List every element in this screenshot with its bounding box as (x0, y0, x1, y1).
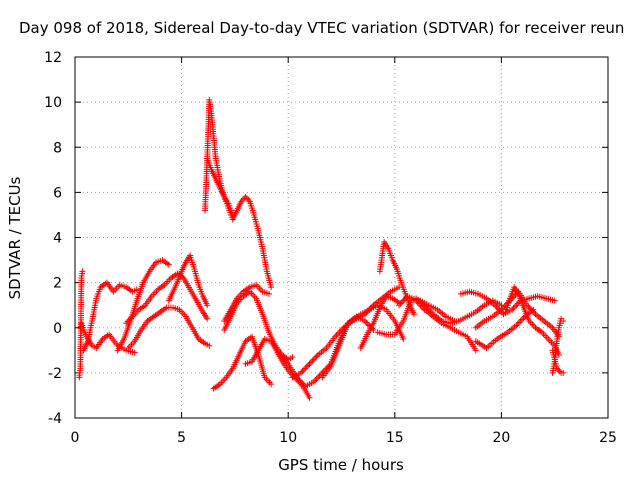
data-point (306, 360, 313, 367)
data-point-fill (303, 363, 310, 370)
data-point-fill (510, 305, 517, 312)
data-point (560, 317, 567, 324)
data-point-fill (511, 303, 518, 310)
data-point (204, 315, 211, 322)
data-point-fill (516, 319, 523, 326)
data-point-fill (493, 303, 500, 310)
data-point (306, 394, 313, 401)
data-point-fill (398, 299, 405, 306)
x-tick-label: 0 (71, 430, 80, 446)
data-point-fill (317, 371, 324, 378)
y-tick-label: -2 (48, 366, 62, 382)
data-point (551, 297, 558, 304)
data-point-fill (310, 356, 317, 363)
data-point-fill (243, 195, 250, 202)
data-point-fill (312, 377, 319, 384)
data-point-fill (363, 319, 370, 326)
y-tick-label: 10 (44, 95, 62, 111)
data-point (560, 369, 567, 376)
data-point-fill (313, 353, 320, 360)
y-tick-labels: -4 -2 0 2 4 6 8 10 12 (44, 50, 62, 427)
data-point-fill (300, 366, 307, 373)
data-point (370, 327, 377, 334)
data-points (76, 96, 567, 401)
data-point (400, 336, 407, 343)
data-point-fill (305, 362, 312, 369)
x-tick-label: 20 (492, 430, 510, 446)
y-tick-label: 6 (53, 185, 62, 201)
data-point (268, 381, 275, 388)
data-point-fill (312, 354, 319, 361)
data-point (289, 354, 296, 361)
x-tick-label: 5 (177, 430, 186, 446)
data-point (530, 306, 537, 313)
data-point-fill (517, 317, 524, 324)
data-point (131, 349, 138, 356)
x-tick-labels: 0 5 10 15 20 25 (71, 430, 617, 446)
y-tick-label: 2 (53, 276, 62, 292)
data-point (133, 286, 140, 293)
data-point-fill (514, 320, 521, 327)
data-point-fill (313, 375, 320, 382)
data-point (204, 302, 211, 309)
data-point-fill (299, 368, 306, 375)
y-tick-label: 8 (53, 140, 62, 156)
data-point (472, 347, 479, 354)
data-point-fill (302, 365, 309, 372)
x-tick-label: 25 (599, 430, 617, 446)
x-axis-label: GPS time / hours (278, 456, 404, 474)
data-point (79, 268, 86, 275)
y-axis-label: SDTVAR / TECUs (6, 176, 24, 299)
data-point (410, 311, 417, 318)
data-point-fill (423, 303, 430, 310)
x-tick-label: 15 (386, 430, 404, 446)
data-point (165, 261, 172, 268)
data-point-fill (334, 330, 341, 337)
data-point (206, 342, 213, 349)
y-tick-label: 4 (53, 231, 62, 247)
x-tick-label: 10 (279, 430, 297, 446)
data-point-fill (307, 359, 314, 366)
data-point-fill (513, 302, 520, 309)
data-point (268, 284, 275, 291)
data-point-fill (309, 357, 316, 364)
y-tick-label: 12 (44, 50, 62, 66)
chart-title: Day 098 of 2018, Sidereal Day-to-day VTE… (19, 19, 624, 37)
data-point-fill (519, 316, 526, 323)
y-tick-label: -4 (48, 411, 62, 427)
grid-lines (75, 57, 608, 418)
data-point (242, 193, 249, 200)
y-tick-label: 0 (53, 321, 62, 337)
plot-frame (74, 56, 609, 419)
data-point (266, 290, 273, 297)
data-point-fill (514, 300, 521, 307)
axis-ticks (74, 56, 609, 419)
data-point-fill (556, 368, 563, 375)
